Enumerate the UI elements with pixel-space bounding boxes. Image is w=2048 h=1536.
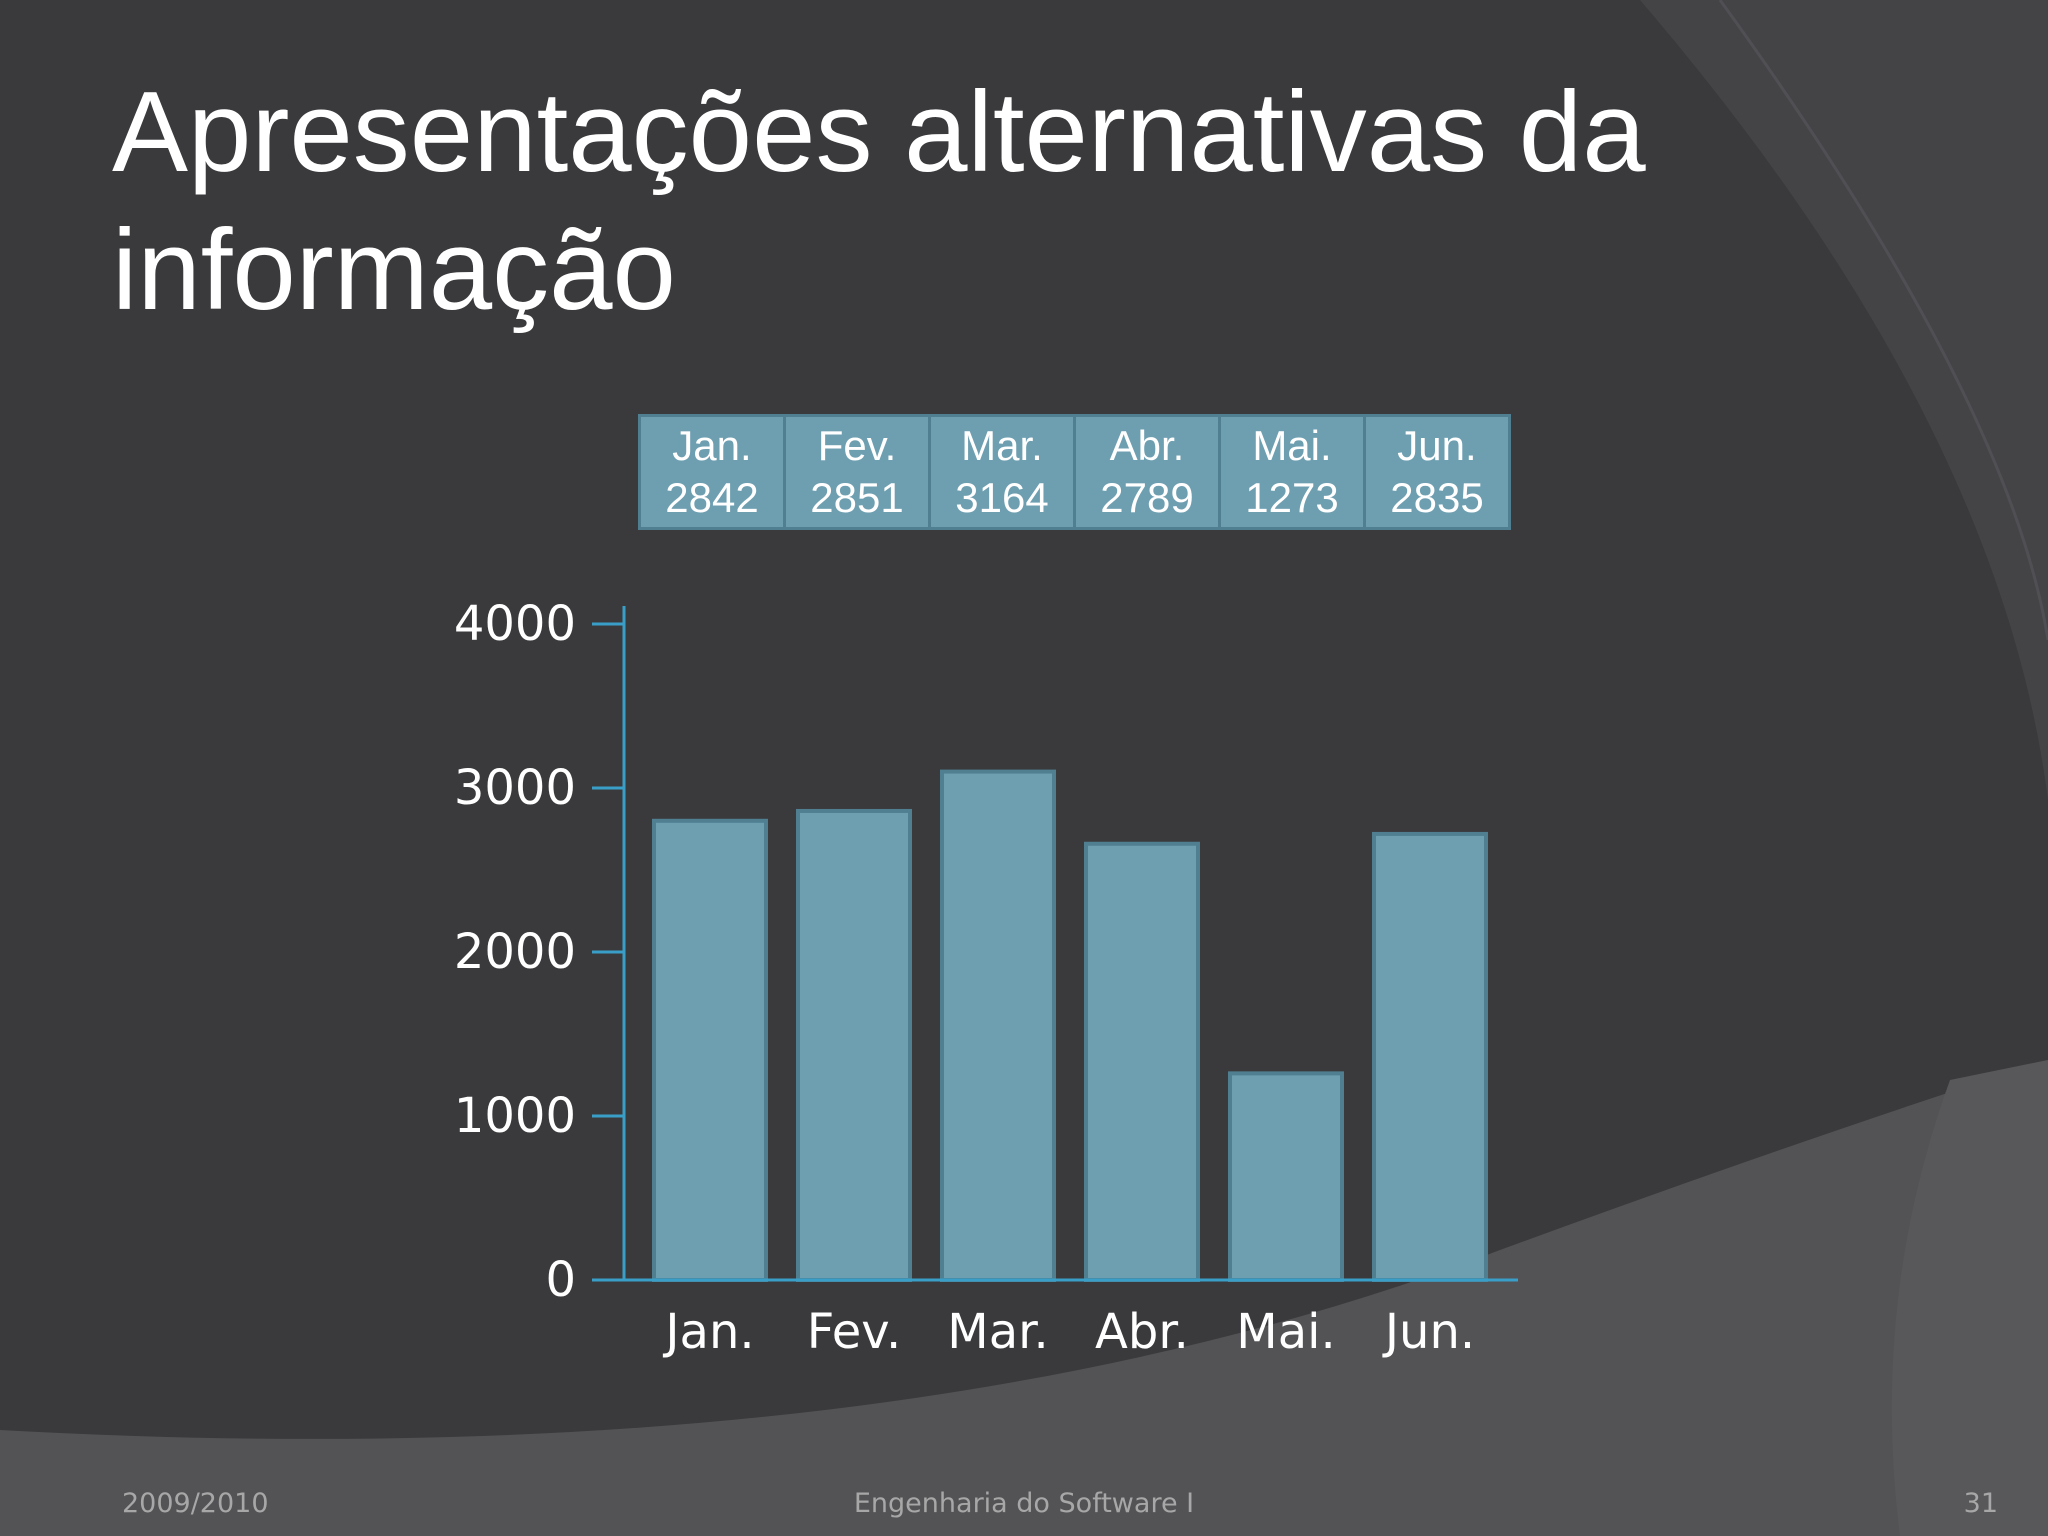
arc-line-right xyxy=(1718,0,2048,641)
arc-shape-right xyxy=(1640,0,2048,800)
month-value: 2842 xyxy=(665,474,759,521)
month-label: Fev. xyxy=(817,422,897,469)
x-tick-label: Fev. xyxy=(807,1304,901,1360)
x-tick-label: Mar. xyxy=(947,1304,1048,1360)
table-cell: Abr. 2789 xyxy=(1073,414,1221,530)
month-value: 1273 xyxy=(1245,474,1339,521)
chart-bar xyxy=(1084,841,1200,1282)
month-value: 2789 xyxy=(1100,474,1194,521)
x-tick-label: Jan. xyxy=(662,1304,754,1360)
footer-course-title: Engenharia do Software I xyxy=(853,1488,1195,1519)
month-label: Jun. xyxy=(1397,422,1477,469)
chart-bar xyxy=(1372,831,1488,1282)
table-cell: Mai. 1273 xyxy=(1218,414,1366,530)
month-value: 3164 xyxy=(955,474,1049,521)
x-tick-label: Abr. xyxy=(1095,1304,1189,1360)
month-label: Mar. xyxy=(961,422,1043,469)
x-tick-label: Mai. xyxy=(1236,1304,1335,1360)
chart-bar xyxy=(1228,1071,1344,1282)
y-tick-label: 1000 xyxy=(454,1088,576,1144)
table-cell: Jan. 2842 xyxy=(638,414,786,530)
bottom-right-curve xyxy=(1891,1060,2048,1536)
x-tick-label: Jun. xyxy=(1382,1304,1475,1360)
month-label: Jan. xyxy=(672,422,752,469)
y-tick-label: 2000 xyxy=(454,924,576,980)
y-tick-label: 4000 xyxy=(454,596,576,652)
table-cell: Jun. 2835 xyxy=(1363,414,1511,530)
month-label: Mai. xyxy=(1252,422,1332,469)
y-tick-label: 0 xyxy=(545,1252,576,1308)
footer-date: 2009/2010 xyxy=(122,1488,269,1519)
month-value: 2835 xyxy=(1390,474,1484,521)
slide-title: Apresentações alternativas da informação xyxy=(112,69,1646,334)
month-value: 2851 xyxy=(810,474,904,521)
table-cell: Mar. 3164 xyxy=(928,414,1076,530)
table-cell: Fev. 2851 xyxy=(783,414,931,530)
month-label: Abr. xyxy=(1109,422,1185,469)
chart-bar xyxy=(652,818,768,1282)
bottom-swoosh xyxy=(0,1060,2048,1536)
chart-bar xyxy=(940,769,1056,1282)
chart-bar xyxy=(796,808,912,1283)
page-number: 31 xyxy=(1963,1488,1998,1519)
data-table: Jan. 2842 Fev. 2851 Mar. 3164 Abr. 2789 Mai.… xyxy=(638,414,1511,530)
y-tick-label: 3000 xyxy=(454,760,576,816)
